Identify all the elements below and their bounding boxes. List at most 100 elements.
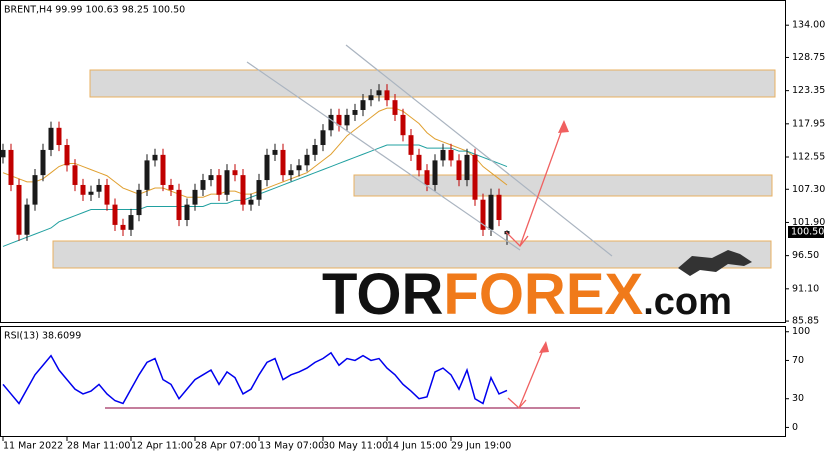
candle-body (336, 114, 342, 126)
arrow (518, 344, 546, 409)
moving-average (2, 107, 508, 198)
candle-body (184, 204, 190, 220)
rsi-tick-label: 30 (792, 393, 804, 404)
last-price-box (788, 226, 824, 238)
candle-body (160, 154, 166, 185)
last-price-label: 100.50 (791, 227, 824, 238)
support-zone (52, 240, 772, 269)
watermark: TORFOREX.com (322, 262, 732, 327)
candle-body (88, 191, 94, 195)
candle-body (176, 189, 182, 220)
candle-body (248, 199, 254, 205)
candle-body (232, 170, 238, 176)
candle-body (296, 165, 302, 171)
candle-body (224, 170, 230, 195)
candle-body (272, 149, 278, 155)
candle-body (480, 199, 486, 230)
candle-body (352, 109, 358, 115)
channel-line (345, 44, 613, 257)
candle-body (368, 95, 374, 101)
candle-body (200, 180, 206, 190)
candle-body (304, 154, 310, 166)
candle-body (440, 149, 446, 161)
candle-body (16, 184, 22, 235)
bull-logo (678, 250, 752, 276)
x-tick-label: 30 May 11:00 (323, 441, 388, 452)
candle-body (400, 114, 406, 136)
rsi-label: RSI(13) 38.6099 (4, 331, 81, 342)
rsi-tick-label: 0 (792, 422, 798, 433)
candle-body (72, 165, 78, 185)
candle-body (24, 204, 30, 235)
candle-body (96, 184, 102, 192)
candle-body (432, 160, 438, 185)
candle-body (496, 194, 502, 220)
candle-body (312, 145, 318, 155)
rsi-tick-label: 70 (792, 355, 804, 366)
candle-body (168, 184, 174, 190)
watermark-part: FOREX (443, 262, 643, 327)
candle-body (472, 154, 478, 200)
x-tick-label: 28 Mar 11:00 (67, 441, 130, 452)
candle-body (384, 90, 390, 101)
candle-body (120, 224, 126, 230)
price-panel (0, 0, 786, 323)
candle-body (288, 170, 294, 176)
rsi-panel (0, 326, 786, 437)
candle-body (488, 194, 494, 230)
y-tick-label: 91.10 (792, 283, 819, 294)
candle-body (408, 135, 414, 155)
arrow-head (539, 341, 549, 353)
candle-body (448, 149, 454, 161)
candle-body (216, 175, 222, 195)
watermark-part: .com (643, 281, 732, 323)
candle-body (128, 215, 134, 230)
y-tick-label: 117.95 (792, 118, 825, 129)
candle-body (192, 189, 198, 205)
candle-body (48, 127, 54, 150)
channel-line (246, 61, 521, 251)
x-tick-label: 14 Jun 15:00 (387, 441, 447, 452)
watermark-part: TOR (322, 262, 443, 327)
candle-body (40, 149, 46, 176)
y-tick-label: 123.35 (792, 85, 825, 96)
candle-body (104, 184, 110, 205)
candle-body (376, 90, 382, 96)
arrow (519, 123, 565, 247)
candle-body (152, 154, 158, 161)
rsi-line (2, 351, 508, 405)
candle-body (56, 127, 62, 146)
candle-body (136, 189, 142, 216)
candle-body (328, 114, 334, 131)
y-tick-label: 128.75 (792, 52, 825, 63)
candle-body (392, 100, 398, 115)
candle-body (424, 170, 430, 185)
x-tick-label: 29 Jun 19:00 (451, 441, 511, 452)
candle-body (464, 154, 470, 181)
x-tick-label: 12 Apr 11:00 (131, 441, 193, 452)
candle-body (256, 180, 262, 200)
candle-body (416, 154, 422, 171)
y-tick-label: 134.00 (792, 20, 825, 31)
candle-body (112, 204, 118, 225)
candle-body (240, 175, 246, 205)
candle-body (280, 149, 286, 176)
candle-body (64, 145, 70, 166)
candle-body (344, 114, 350, 126)
candle-body (0, 149, 6, 158)
y-tick-label: 96.50 (792, 250, 819, 261)
x-tick-label: 28 Apr 07:00 (195, 441, 257, 452)
candle-body (80, 184, 86, 195)
candle-body (32, 175, 38, 205)
x-tick-label: 13 May 07:00 (259, 441, 324, 452)
y-tick-label: 107.30 (792, 184, 825, 195)
resistance-zone (89, 69, 776, 98)
y-tick-label: 112.55 (792, 152, 825, 163)
candle-body (208, 175, 214, 181)
candle-body (264, 154, 270, 181)
x-tick-label: 11 Mar 2022 (3, 441, 63, 452)
candle-body (320, 130, 326, 146)
rsi-tick-label: 100 (792, 326, 810, 337)
y-tick-label: 101.90 (792, 217, 825, 228)
